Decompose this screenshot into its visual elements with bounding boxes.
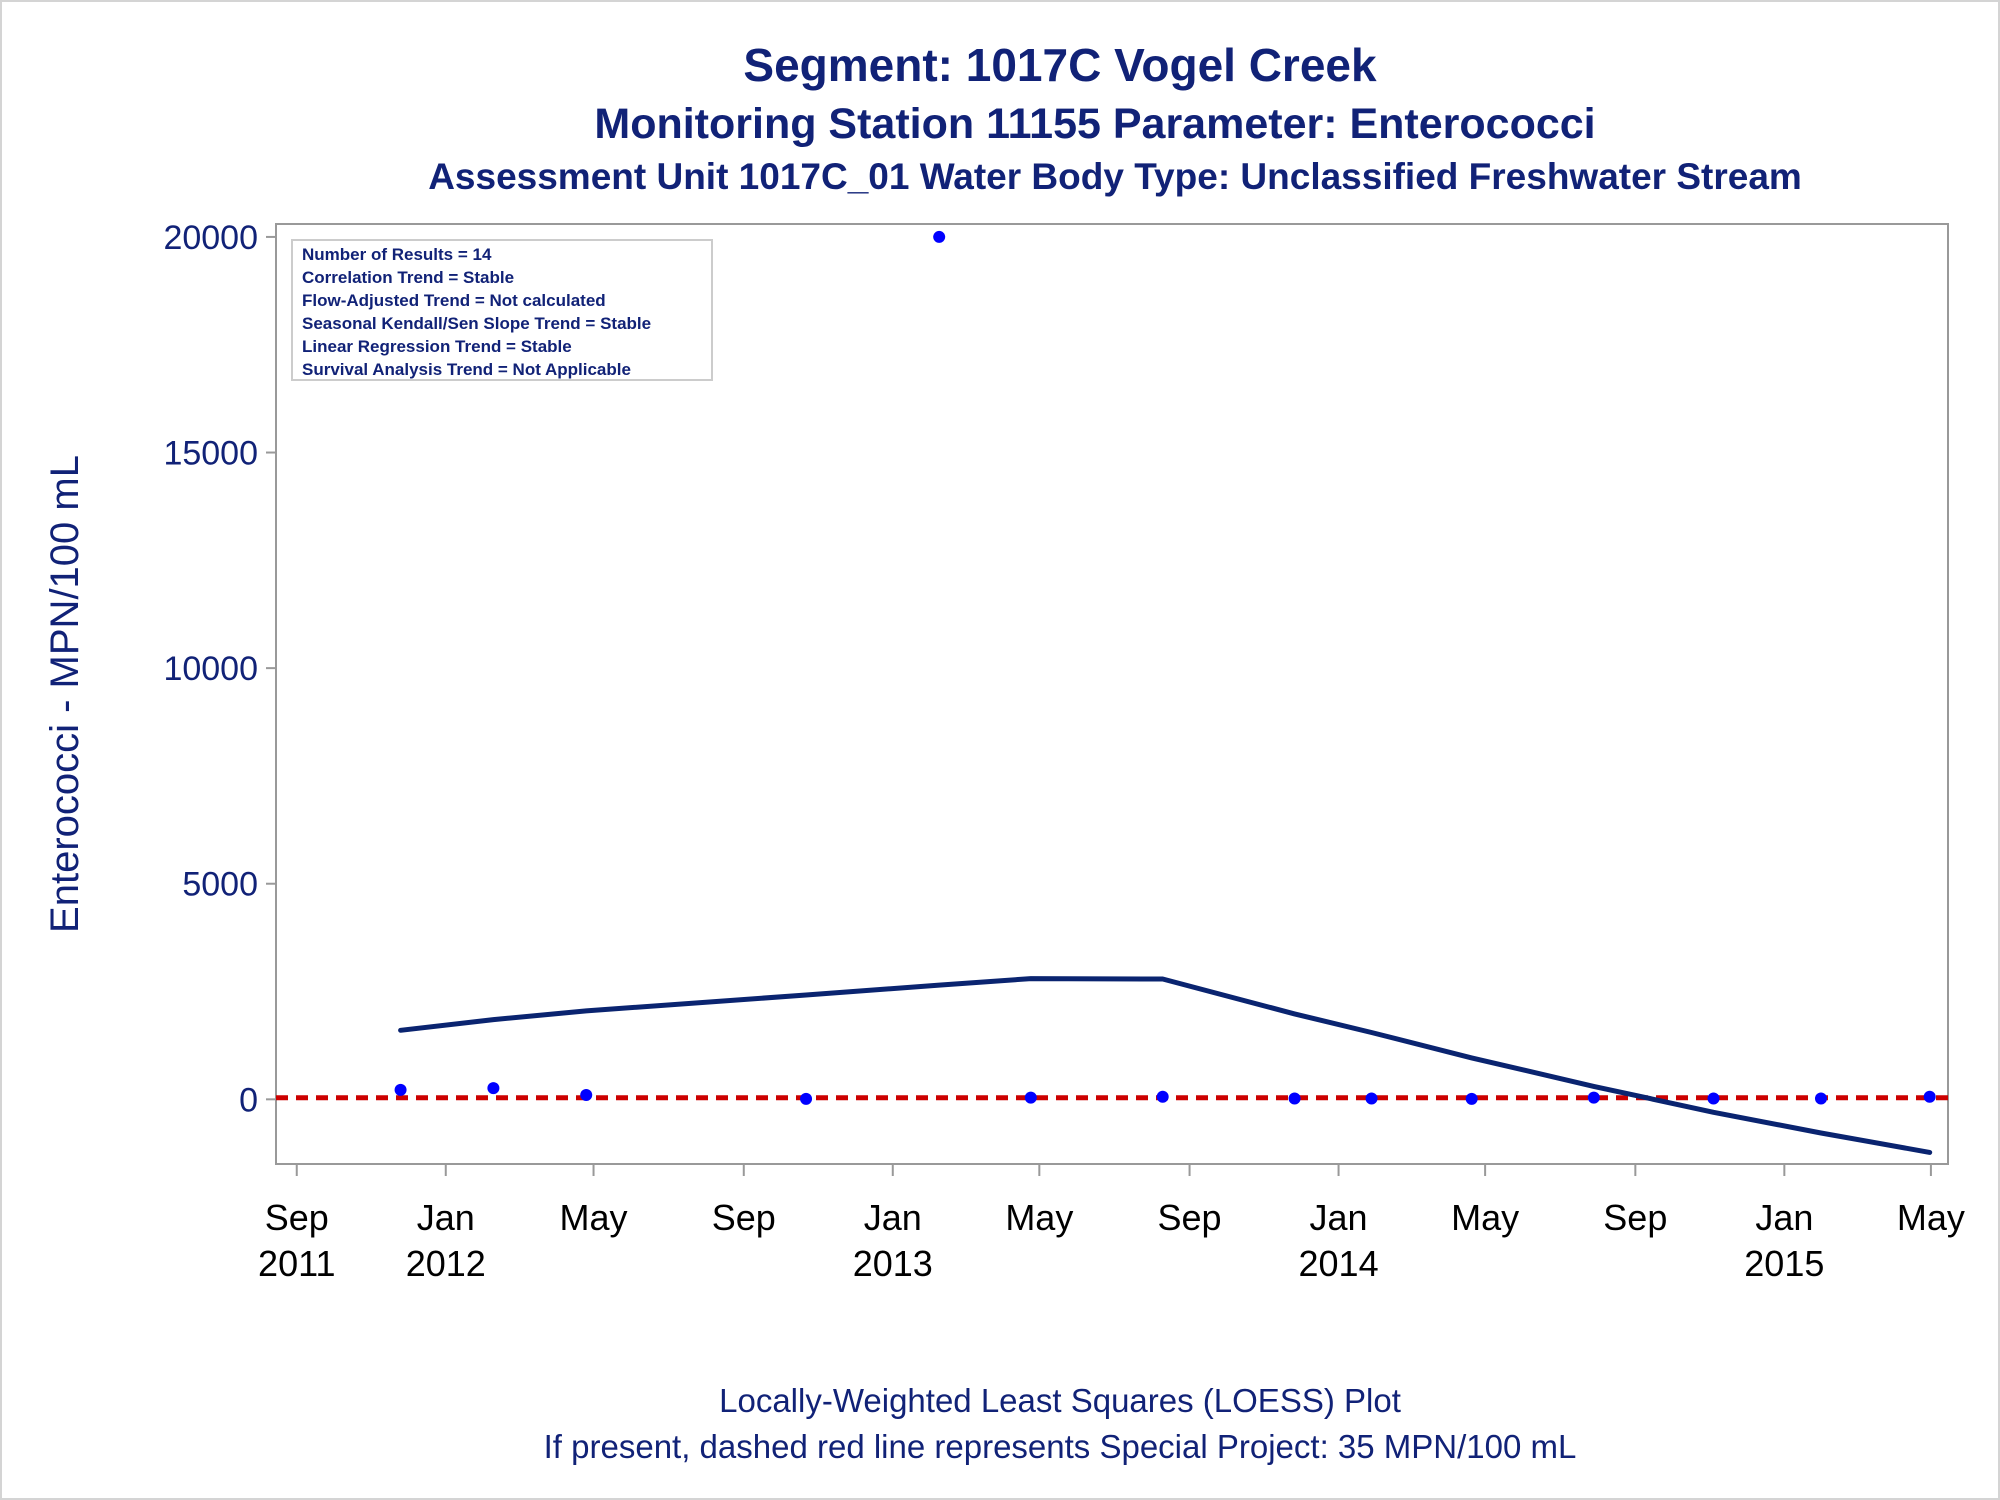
stats-line: Flow-Adjusted Trend = Not calculated <box>302 291 606 310</box>
x-tick-label-year: 2014 <box>1299 1243 1379 1284</box>
x-tick-label-month: May <box>1451 1197 1519 1238</box>
data-point <box>933 230 946 243</box>
stats-line: Seasonal Kendall/Sen Slope Trend = Stabl… <box>302 314 651 333</box>
y-tick-label: 10000 <box>163 650 258 688</box>
data-point <box>800 1092 813 1105</box>
data-point <box>1465 1092 1478 1105</box>
x-tick-label-month: Sep <box>1603 1197 1667 1238</box>
y-tick-label: 20000 <box>163 219 258 257</box>
data-point <box>1024 1091 1037 1104</box>
chart-title: Segment: 1017C Vogel Creek <box>743 39 1377 91</box>
stats-line: Linear Regression Trend = Stable <box>302 337 572 356</box>
data-point <box>1707 1092 1720 1105</box>
data-point <box>1156 1090 1169 1103</box>
x-tick-label-month: Jan <box>1755 1197 1813 1238</box>
x-tick-label-year: 2012 <box>406 1243 486 1284</box>
data-point <box>1814 1092 1827 1105</box>
y-tick-label: 0 <box>239 1081 258 1119</box>
x-tick-label-year: 2011 <box>258 1243 335 1284</box>
stats-line: Correlation Trend = Stable <box>302 268 514 287</box>
stats-line: Survival Analysis Trend = Not Applicable <box>302 360 631 379</box>
data-point <box>1587 1091 1600 1104</box>
x-tick-label-month: Jan <box>1310 1197 1368 1238</box>
data-point <box>394 1083 407 1096</box>
x-tick-label-month: Sep <box>1158 1197 1222 1238</box>
x-tick-label-month: May <box>1005 1197 1073 1238</box>
stats-box-border <box>291 239 713 381</box>
loess-line <box>398 976 1933 1155</box>
chart-subtitle-2: Assessment Unit 1017C_01 Water Body Type… <box>428 156 1802 197</box>
y-tick-label: 5000 <box>182 866 258 904</box>
x-tick-label-month: Sep <box>265 1197 329 1238</box>
x-tick-label-month: May <box>1897 1197 1965 1238</box>
data-point <box>487 1082 500 1095</box>
stats-line: Number of Results = 14 <box>302 245 492 264</box>
x-tick-label-month: Jan <box>417 1197 475 1238</box>
x-tick-label-year: 2013 <box>853 1243 933 1284</box>
data-point <box>1288 1092 1301 1105</box>
x-tick-label-year: 2015 <box>1744 1243 1824 1284</box>
data-point <box>580 1089 593 1102</box>
x-tick-label-month: May <box>560 1197 628 1238</box>
x-tick-label-month: Sep <box>712 1197 776 1238</box>
y-axis: 0 5000 10000 15000 20000 <box>163 219 276 1119</box>
x-axis: Sep 2011 Jan 2012 May Sep Jan 2013 May Sep Jan 2014… <box>258 1164 1965 1284</box>
plot-area <box>275 223 1949 1165</box>
stats-box: Number of Results = 14 Correlation Trend… <box>291 239 713 381</box>
chart-subtitle: Monitoring Station 11155 Parameter: Ente… <box>594 100 1596 148</box>
data-point <box>1365 1092 1378 1105</box>
data-point <box>1923 1090 1936 1103</box>
x-tick-label-month: Jan <box>864 1197 922 1238</box>
y-axis-label: Enterococci - MPN/100 mL <box>43 455 87 933</box>
series-layer <box>276 230 1948 1155</box>
footer-line-1: Locally-Weighted Least Squares (LOESS) P… <box>719 1382 1401 1419</box>
y-tick-label: 15000 <box>163 435 258 473</box>
footer-line-2: If present, dashed red line represents S… <box>543 1428 1577 1465</box>
